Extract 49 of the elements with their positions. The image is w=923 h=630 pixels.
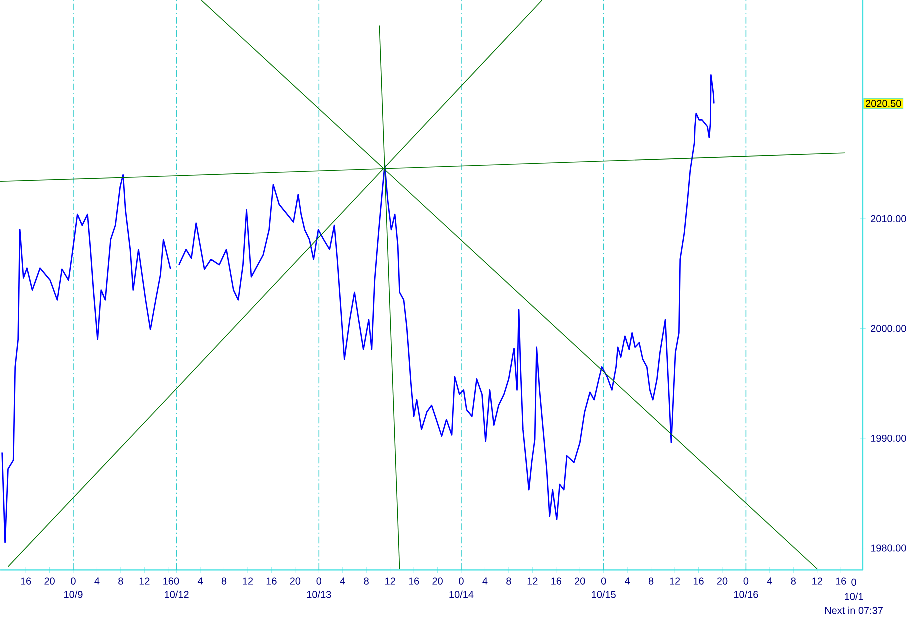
x-tick-label: 8 (222, 578, 227, 585)
x-tick-label: 4 (340, 578, 346, 585)
x-tick-label: 12 (528, 578, 538, 585)
x-tick-label: 16 (21, 578, 32, 585)
text: Next in 07:37 (825, 606, 883, 614)
x-tick-label: 4 (482, 578, 488, 585)
ref-line-label: 10/9 (64, 590, 83, 598)
ref-line-label: 10/13 (307, 590, 332, 598)
x-tick-label: 16 (266, 578, 277, 585)
x-tick-label: 12 (243, 578, 254, 585)
x-tick-label: 20 (717, 578, 728, 585)
x-tick-label: 16 (409, 578, 420, 585)
x-tick-label: 0 (174, 578, 180, 585)
x-tick-label: 16 (164, 578, 174, 585)
x-tick-label: 16 (552, 578, 562, 585)
ref-line-label: 10/16 (734, 590, 758, 598)
y-tick-label: 1990.00 (871, 434, 906, 442)
x-tick-label: 12 (386, 578, 396, 585)
ref-line-label: 10/15 (592, 590, 616, 598)
x-tick-label: 16 (694, 578, 704, 585)
y-tick-label: 2010.00 (871, 215, 906, 222)
x-tick-label: 8 (506, 578, 512, 585)
x-tick-label: 0 (71, 578, 76, 585)
x-tick-label: 20 (575, 578, 586, 585)
x-tick-label: 8 (648, 578, 654, 585)
x-tick-label: 8 (118, 578, 124, 585)
x-tick-label: 12 (670, 578, 680, 585)
x-tick-label: 8 (364, 578, 369, 585)
y-tick-label: 1980.00 (871, 544, 906, 552)
x-tick-label: 0 (316, 578, 322, 585)
x-tick-label: 0 (459, 578, 464, 585)
x-tick-label: 20 (432, 578, 443, 585)
ref-line-label: 10/12 (165, 590, 189, 598)
x-tick-label: 12 (812, 578, 822, 585)
x-tick-label: 20 (44, 578, 55, 585)
x-tick-label: 0 (744, 578, 749, 585)
x-tick-label: 4 (198, 578, 204, 585)
x-tick-label: 12 (140, 578, 150, 585)
x-tick-label: 4 (625, 578, 630, 585)
text: 2020.50 (866, 100, 902, 108)
x-tick-label: 0 (601, 578, 606, 585)
x-tick-label: 20 (290, 578, 301, 585)
text: 10/1 (845, 592, 864, 600)
x-tick-label: 4 (94, 578, 100, 585)
y-tick-label: 2000.00 (871, 325, 906, 332)
x-tick-label: 16 (836, 578, 846, 585)
ref-line-label: 10/14 (450, 590, 474, 598)
x-tick-label: 8 (791, 578, 796, 585)
x-tick-label: 4 (767, 578, 772, 585)
